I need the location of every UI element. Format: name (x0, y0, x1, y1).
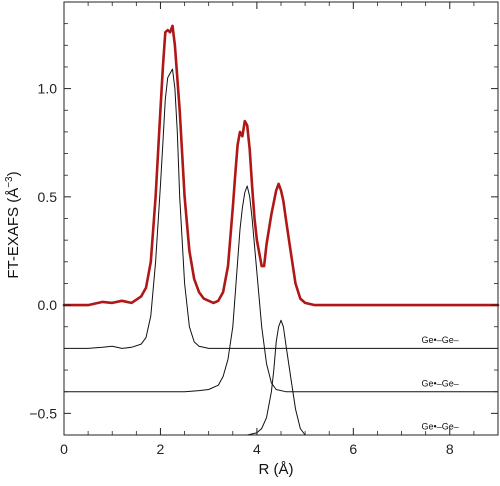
annotation-label-2: Ge•–Ge– (422, 378, 459, 388)
y-axis-label: FT-EXAFS (Å−3) (4, 171, 22, 278)
y-axis-label-superscript: −3 (4, 176, 15, 188)
axes-layer: 0 2 4 6 8 −0.5 0.0 0.5 1.0 (29, 1, 499, 457)
series-line-1 (62, 24, 500, 307)
y-axis-label-main: FT-EXAFS (Å (5, 188, 22, 279)
annotation-label-1: Ge•–Ge– (422, 335, 459, 345)
series-layer (62, 24, 500, 436)
x-tick-label: 6 (349, 441, 357, 457)
y-tick-label: −0.5 (29, 405, 57, 421)
annotation-layer: Ge•–Ge– Ge•–Ge– Ge•–Ge– (422, 335, 459, 432)
x-tick-label: 4 (253, 441, 261, 457)
series-line-4 (63, 319, 499, 436)
annotation-label-3: Ge•–Ge– (422, 422, 459, 432)
x-tick-label: 2 (157, 441, 165, 457)
x-tick-label: 8 (446, 441, 454, 457)
y-axis-label-close: ) (5, 171, 22, 176)
x-axis-label: R (Å) (259, 461, 294, 478)
x-tick-label: 0 (60, 441, 68, 457)
y-tick-label: 0.5 (38, 189, 58, 205)
y-tick-label: 0.0 (38, 297, 58, 313)
series-line-2 (63, 68, 499, 349)
y-tick-label: 1.0 (38, 81, 58, 97)
